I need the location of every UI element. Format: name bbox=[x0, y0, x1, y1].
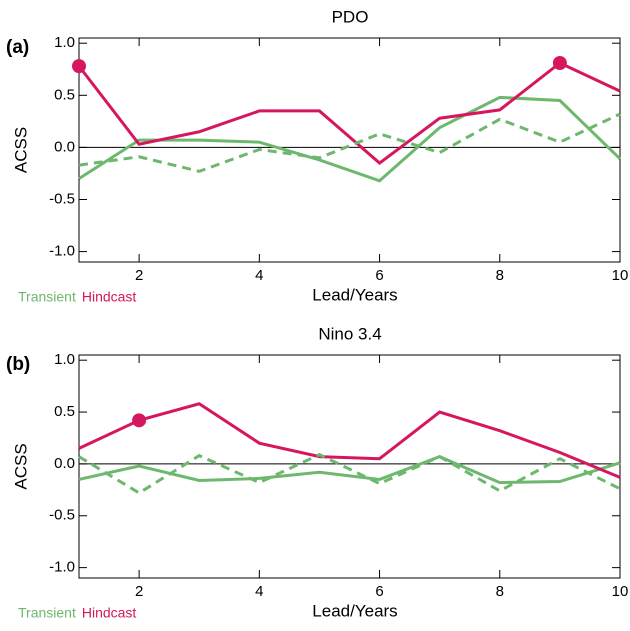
x-tick-label: 8 bbox=[496, 267, 504, 284]
y-axis-label: ACSS bbox=[11, 443, 30, 489]
plot-frame bbox=[78, 354, 621, 579]
x-tick-label: 6 bbox=[375, 583, 383, 600]
x-axis-label: Lead/Years bbox=[312, 601, 397, 620]
legend-entry: Hindcast bbox=[82, 605, 137, 621]
series-line bbox=[77, 61, 621, 165]
series-line bbox=[78, 402, 621, 479]
plot-frame bbox=[78, 37, 621, 263]
series-line bbox=[78, 112, 621, 173]
legend-entry: Hindcast bbox=[82, 289, 137, 305]
x-tick-label: 10 bbox=[612, 583, 629, 600]
y-tick-label: 0.0 bbox=[54, 455, 75, 472]
chart-title: PDO bbox=[332, 7, 369, 26]
panel-label: (b) bbox=[6, 354, 30, 375]
panel-label: (a) bbox=[6, 37, 29, 58]
y-tick-label: -1.0 bbox=[49, 243, 75, 260]
series-line bbox=[78, 95, 622, 183]
y-tick-label: -0.5 bbox=[49, 190, 75, 207]
legend-entry: Transient bbox=[18, 289, 76, 305]
y-axis-label: ACSS bbox=[11, 127, 30, 173]
significance-marker bbox=[72, 59, 86, 74]
y-tick-label: -1.0 bbox=[49, 559, 75, 576]
x-tick-label: 8 bbox=[496, 583, 504, 600]
significance-marker bbox=[132, 413, 147, 428]
x-tick-label: 4 bbox=[255, 267, 263, 284]
y-tick-label: 1.0 bbox=[54, 34, 75, 51]
x-tick-label: 10 bbox=[612, 267, 629, 284]
chart-title: Nino 3.4 bbox=[318, 324, 381, 343]
y-tick-label: -0.5 bbox=[49, 507, 75, 524]
y-tick-label: 0.5 bbox=[54, 403, 75, 420]
legend-entry: Transient bbox=[18, 605, 76, 621]
y-tick-label: 0.0 bbox=[54, 138, 75, 155]
x-tick-label: 2 bbox=[135, 583, 143, 600]
y-tick-label: 1.0 bbox=[54, 351, 75, 368]
y-tick-label: 0.5 bbox=[54, 86, 75, 103]
series-line bbox=[78, 452, 621, 495]
significance-marker bbox=[552, 56, 567, 71]
x-axis-label: Lead/Years bbox=[312, 285, 397, 304]
x-tick-label: 2 bbox=[135, 267, 143, 284]
x-tick-label: 6 bbox=[375, 267, 383, 284]
x-tick-label: 4 bbox=[255, 583, 263, 600]
